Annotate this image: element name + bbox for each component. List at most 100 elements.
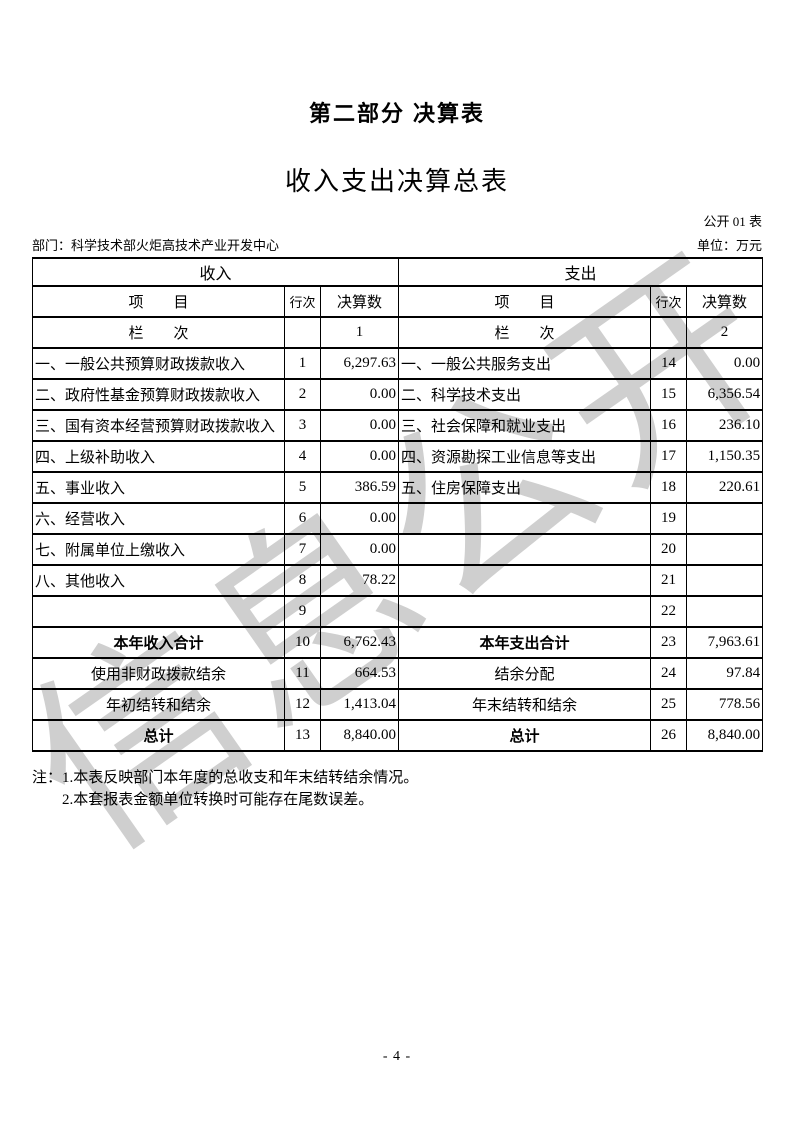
notes-lines: 1.本表反映部门本年度的总收支和年末结转结余情况。 2.本套报表金额单位转换时可…	[62, 767, 418, 811]
expense-line-cell: 25	[650, 688, 688, 721]
table-row: 年初结转和结余 12 1,413.04 年末结转和结余 25 778.56	[32, 688, 764, 721]
expense-line-cell: 20	[650, 533, 688, 566]
budget-table: 收入 支出 项 目 行次 决算数 项 目 行次 决算数 栏 次 1 栏 次	[31, 257, 764, 752]
expense-amount-cell	[686, 533, 764, 566]
table-row: 五、事业收入 5 386.59 五、住房保障支出 18 220.61	[32, 471, 764, 504]
table-row: 八、其他收入 8 78.22 21	[32, 564, 764, 597]
table-row: 二、政府性基金预算财政拨款收入 2 0.00 二、科学技术支出 15 6,356…	[32, 378, 764, 411]
income-item-cell: 一、一般公共预算财政拨款收入	[32, 347, 285, 380]
income-item-cell: 总计	[32, 719, 285, 752]
income-amount-cell: 664.53	[319, 657, 400, 690]
expense-amount-cell: 97.84	[686, 657, 764, 690]
income-amount-cell	[319, 595, 400, 628]
income-line-cell: 9	[284, 595, 321, 628]
expense-amount-cell	[686, 564, 764, 597]
income-item-cell: 本年收入合计	[32, 626, 285, 659]
income-line-cell: 12	[284, 688, 321, 721]
income-item-cell: 年初结转和结余	[32, 688, 285, 721]
expense-amount-header: 决算数	[686, 285, 764, 318]
section-header-row: 收入 支出	[31, 257, 764, 287]
expense-amount-cell	[686, 595, 764, 628]
table-row: 9 22	[32, 595, 764, 628]
expense-item-cell	[398, 564, 652, 597]
income-amount-cell: 0.00	[319, 533, 400, 566]
income-amount-cell: 78.22	[319, 564, 400, 597]
table-row: 六、经营收入 6 0.00 19	[32, 502, 764, 535]
department-label: 部门：科学技术部火炬高技术产业开发中心	[32, 238, 280, 253]
income-column-number: 1	[319, 316, 400, 349]
income-amount-cell: 0.00	[319, 440, 400, 473]
income-line-cell: 4	[284, 440, 321, 473]
table-row-total-year: 本年收入合计 10 6,762.43 本年支出合计 23 7,963.61	[32, 626, 764, 659]
expense-item-cell: 三、社会保障和就业支出	[398, 409, 652, 442]
income-line-cell: 8	[284, 564, 321, 597]
expense-amount-cell: 236.10	[686, 409, 764, 442]
income-lanci-cell: 栏 次	[32, 316, 285, 349]
expense-item-cell: 年末结转和结余	[398, 688, 652, 721]
expense-item-cell: 本年支出合计	[398, 626, 652, 659]
income-item-cell: 二、政府性基金预算财政拨款收入	[32, 378, 285, 411]
expense-line-cell: 18	[650, 471, 688, 504]
expense-lanci-cell: 栏 次	[398, 316, 652, 349]
expense-lanci-line-cell	[650, 316, 688, 349]
page-content: 第二部分 决算表 收入支出决算总表 公开 01 表 部门：科学技术部火炬高技术产…	[31, 101, 764, 811]
income-section-header: 收入	[31, 257, 400, 287]
income-item-cell: 八、其他收入	[32, 564, 285, 597]
table-row-grand-total: 总计 13 8,840.00 总计 26 8,840.00	[32, 719, 764, 752]
income-line-cell: 7	[284, 533, 321, 566]
income-line-cell: 11	[284, 657, 321, 690]
expense-line-header: 行次	[650, 285, 688, 318]
expense-item-cell	[398, 502, 652, 535]
table-row: 一、一般公共预算财政拨款收入 1 6,297.63 一、一般公共服务支出 14 …	[32, 347, 764, 380]
expense-item-cell: 结余分配	[398, 657, 652, 690]
income-line-cell: 10	[284, 626, 321, 659]
income-amount-cell: 6,297.63	[319, 347, 400, 380]
note-line-1: 1.本表反映部门本年度的总收支和年末结转结余情况。	[62, 770, 419, 786]
income-item-cell: 三、国有资本经营预算财政拨款收入	[32, 409, 285, 442]
expense-line-cell: 24	[650, 657, 688, 690]
expense-column-number: 2	[686, 316, 764, 349]
expense-line-cell: 19	[650, 502, 688, 535]
income-amount-header: 决算数	[319, 285, 400, 318]
expense-amount-cell: 0.00	[686, 347, 764, 380]
note-line-2: 2.本套报表金额单位转换时可能存在尾数误差。	[62, 792, 374, 808]
income-amount-cell: 1,413.04	[319, 688, 400, 721]
income-item-cell: 六、经营收入	[32, 502, 285, 535]
income-item-header: 项 目	[32, 285, 285, 318]
form-code: 公开 01 表	[703, 214, 762, 229]
income-amount-cell: 0.00	[319, 502, 400, 535]
expense-item-cell: 一、一般公共服务支出	[398, 347, 652, 380]
unit-label: 单位：万元	[696, 238, 762, 253]
income-line-cell: 1	[284, 347, 321, 380]
expense-amount-cell: 7,963.61	[686, 626, 764, 659]
expense-line-cell: 22	[650, 595, 688, 628]
income-item-cell: 四、上级补助收入	[32, 440, 285, 473]
income-line-cell: 2	[284, 378, 321, 411]
expense-amount-cell: 1,150.35	[686, 440, 764, 473]
income-line-cell: 5	[284, 471, 321, 504]
income-amount-cell: 8,840.00	[319, 719, 400, 752]
expense-line-cell: 21	[650, 564, 688, 597]
income-line-cell: 13	[284, 719, 321, 752]
expense-item-cell: 四、资源勘探工业信息等支出	[398, 440, 652, 473]
expense-amount-cell: 6,356.54	[686, 378, 764, 411]
income-amount-cell: 0.00	[319, 409, 400, 442]
expense-line-cell: 17	[650, 440, 688, 473]
column-number-row: 栏 次 1 栏 次 2	[32, 316, 764, 349]
meta-row: 部门：科学技术部火炬高技术产业开发中心 单位：万元	[32, 235, 762, 254]
table-title: 收入支出决算总表	[284, 167, 509, 196]
expense-item-header: 项 目	[398, 285, 652, 318]
income-item-cell: 五、事业收入	[32, 471, 285, 504]
income-amount-cell: 386.59	[319, 471, 400, 504]
expense-item-cell: 总计	[398, 719, 652, 752]
expense-amount-cell: 220.61	[686, 471, 764, 504]
table-row: 使用非财政拨款结余 11 664.53 结余分配 24 97.84	[32, 657, 764, 690]
section-title: 第二部分 决算表	[308, 101, 486, 126]
expense-line-cell: 14	[650, 347, 688, 380]
income-amount-cell: 6,762.43	[319, 626, 400, 659]
notes-prefix: 注：	[32, 770, 63, 786]
expense-line-cell: 26	[650, 719, 688, 752]
expense-amount-cell	[686, 502, 764, 535]
column-header-row: 项 目 行次 决算数 项 目 行次 决算数	[32, 285, 764, 318]
